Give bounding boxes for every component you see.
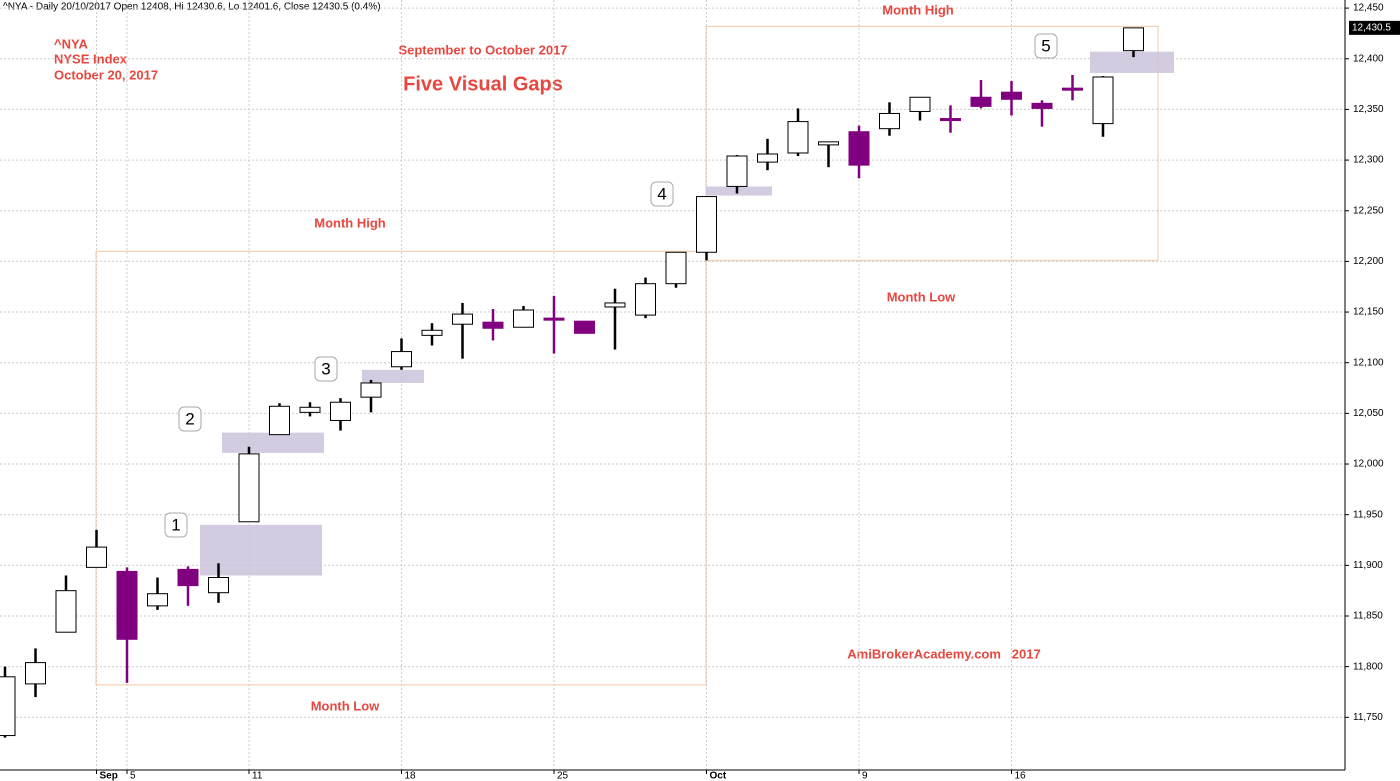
y-tick-label: 12,350 <box>1353 104 1384 115</box>
candle-body <box>970 96 992 107</box>
last-value-label: 12,430.5 <box>1352 23 1391 34</box>
gap-zone <box>706 186 772 196</box>
watermark: AmiBrokerAcademy.com 2017 <box>847 646 1040 661</box>
gap-label: 2 <box>185 409 194 428</box>
month-high-label: Month High <box>314 215 386 230</box>
x-tick-label: 16 <box>1015 771 1027 781</box>
background-layer <box>0 0 1345 770</box>
x-tick-label: 18 <box>405 771 417 781</box>
candle-body <box>543 317 565 321</box>
gap-zone <box>200 524 322 576</box>
candle-body <box>86 546 107 568</box>
candle-body <box>238 453 260 523</box>
last-value-box <box>1349 20 1400 35</box>
gap-zone <box>222 432 324 453</box>
candle-body <box>604 302 626 308</box>
candle-body <box>1123 27 1144 52</box>
candle-body <box>635 283 656 316</box>
candle-body <box>208 577 229 594</box>
month-box <box>95 250 707 686</box>
y-tick-label: 12,450 <box>1353 3 1384 14</box>
candle-body <box>665 251 687 285</box>
candle-body <box>574 320 595 334</box>
month-box <box>705 25 1159 261</box>
candle-body <box>25 662 46 685</box>
candle-body <box>940 118 961 122</box>
y-tick-label: 12,400 <box>1353 53 1384 64</box>
candle-body <box>726 155 748 187</box>
candle-body <box>1062 87 1083 91</box>
y-tick-label: 11,800 <box>1353 661 1383 672</box>
candle-body <box>177 568 199 587</box>
x-tick-label: Sep <box>100 771 118 781</box>
candle-body <box>757 153 778 163</box>
candle-body <box>147 593 168 607</box>
candle-body <box>1031 102 1053 109</box>
candle-body <box>1092 76 1114 125</box>
gap-zone <box>362 369 424 383</box>
gap-label-box <box>650 181 674 207</box>
candle-body <box>696 196 717 253</box>
y-tick-label: 11,850 <box>1353 611 1383 622</box>
chart-title: Five Visual Gaps <box>403 73 563 95</box>
y-tick-label: 11,750 <box>1353 712 1383 723</box>
candle-body <box>269 405 290 436</box>
y-tick-label: 11,950 <box>1353 509 1383 520</box>
x-tick-label: 9 <box>862 771 868 781</box>
candle-body <box>909 96 931 112</box>
x-tick-label: Oct <box>710 771 727 781</box>
y-tick-label: 12,200 <box>1353 256 1384 267</box>
candle-body <box>848 131 870 166</box>
candle-body <box>116 570 138 640</box>
y-tick-label: 12,000 <box>1353 459 1384 470</box>
candle-body <box>513 309 534 328</box>
gap-label: 3 <box>321 359 330 378</box>
candle-body <box>360 382 382 398</box>
y-tick-label: 12,250 <box>1353 205 1384 216</box>
y-tick-label: 11,900 <box>1353 560 1383 571</box>
candle-body <box>818 141 839 146</box>
gap-label-box <box>178 406 202 432</box>
gap-label: 1 <box>171 515 180 534</box>
date: October 20, 2017 <box>54 67 158 82</box>
x-tick-label: 5 <box>130 771 136 781</box>
gap-zone <box>1090 51 1174 73</box>
month-low-label: Month Low <box>887 289 956 304</box>
x-tick-label: 11 <box>252 771 263 781</box>
candle-body <box>452 313 473 325</box>
candle-body <box>299 406 321 413</box>
y-tick-label: 12,100 <box>1353 357 1384 368</box>
y-tick-label: 12,150 <box>1353 307 1384 318</box>
month-high-label: Month High <box>882 2 954 17</box>
gap-label-box <box>1034 33 1058 59</box>
symbol: ^NYA <box>54 36 88 51</box>
month-low-label: Month Low <box>311 698 380 713</box>
candle-body <box>787 121 809 154</box>
gap-label-box <box>314 356 338 382</box>
candle-body <box>391 351 412 368</box>
gap-label: 5 <box>1041 36 1050 55</box>
candle-body <box>421 329 443 336</box>
chart-header: ^NYA - Daily 20/10/2017 Open 12408, Hi 1… <box>3 2 381 13</box>
subtitle: September to October 2017 <box>398 42 567 57</box>
candle-body <box>1001 91 1022 100</box>
x-tick-label: 25 <box>557 771 569 781</box>
candle-body <box>482 321 504 329</box>
gap-label: 4 <box>657 184 666 203</box>
candle-body <box>55 590 77 633</box>
gap-label-box <box>164 512 188 538</box>
y-tick-label: 12,050 <box>1353 408 1384 419</box>
y-tick-label: 12,300 <box>1353 155 1384 166</box>
index-name: NYSE Index <box>54 51 128 66</box>
candle-body <box>0 676 16 737</box>
candle-body <box>330 401 351 421</box>
candle-body <box>879 112 900 130</box>
